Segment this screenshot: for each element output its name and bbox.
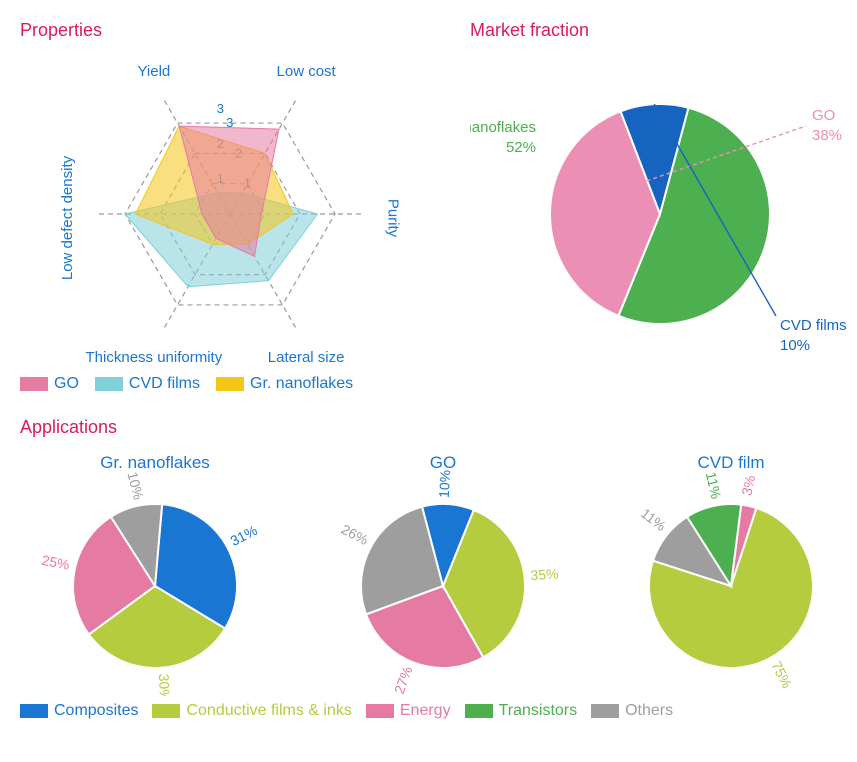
- legend-label: Conductive films & inks: [186, 702, 351, 720]
- app-legend-item: Conductive films & inks: [152, 702, 351, 720]
- legend-label: Energy: [400, 702, 451, 720]
- legend-swatch: [152, 704, 180, 718]
- svg-text:52%: 52%: [506, 139, 536, 156]
- svg-text:10%: 10%: [780, 337, 810, 354]
- app-pie-gr-nanoflakes: Gr. nanoflakes 31% 30% 25% 10%: [20, 446, 290, 696]
- legend-swatch: [20, 704, 48, 718]
- svg-text:75%: 75%: [768, 658, 795, 690]
- legend-swatch: [465, 704, 493, 718]
- market-title: Market fraction: [470, 20, 857, 41]
- legend-label: CVD films: [129, 375, 200, 393]
- legend-swatch: [20, 377, 48, 391]
- radar-panel: Properties 123123YieldLow costPurityLate…: [20, 20, 440, 393]
- svg-text:27%: 27%: [391, 664, 416, 696]
- app-legend-item: Others: [591, 702, 673, 720]
- legend-label: Transistors: [499, 702, 578, 720]
- applications-legend: Composites Conductive films & inks Energy T…: [20, 702, 837, 720]
- svg-text:25%: 25%: [40, 552, 71, 573]
- app-pie-svg: Gr. nanoflakes 31% 30% 25% 10%: [20, 446, 290, 696]
- app-pie-go: GO 35% 27% 26% 10%: [308, 446, 578, 696]
- svg-text:11%: 11%: [638, 505, 669, 534]
- svg-text:3%: 3%: [738, 474, 758, 497]
- svg-text:10%: 10%: [436, 469, 454, 498]
- svg-text:38%: 38%: [812, 127, 842, 144]
- legend-label: Composites: [54, 702, 138, 720]
- legend-swatch: [216, 377, 244, 391]
- svg-text:30%: 30%: [156, 673, 173, 696]
- radar-legend-item: GO: [20, 375, 79, 393]
- radar-legend-item: CVD films: [95, 375, 200, 393]
- svg-text:31%: 31%: [228, 522, 260, 549]
- applications-row: Gr. nanoflakes31%30%25%10%GO35%27%26%10%…: [20, 446, 837, 696]
- svg-text:10%: 10%: [125, 470, 147, 501]
- legend-swatch: [95, 377, 123, 391]
- applications-title: Applications: [20, 417, 837, 438]
- top-row: Properties 123123YieldLow costPurityLate…: [20, 20, 837, 393]
- svg-text:CVD films: CVD films: [780, 317, 847, 334]
- svg-text:3: 3: [217, 101, 224, 116]
- market-pie: Gr. nanoflakes 52% GO 38% CVD films 10%: [470, 49, 857, 359]
- radar-legend: GO CVD films Gr. nanoflakes: [20, 375, 440, 393]
- legend-label: GO: [54, 375, 79, 393]
- properties-title: Properties: [20, 20, 440, 41]
- svg-text:Yield: Yield: [137, 63, 170, 80]
- radar-legend-item: Gr. nanoflakes: [216, 375, 353, 393]
- legend-swatch: [591, 704, 619, 718]
- app-legend-item: Energy: [366, 702, 451, 720]
- svg-text:Low defect density: Low defect density: [59, 155, 76, 280]
- app-legend-item: Transistors: [465, 702, 578, 720]
- market-panel: Market fraction Gr. nanoflakes 52% GO 38% CV…: [470, 20, 857, 393]
- applications-panel: Applications Gr. nanoflakes31%30%25%10%G…: [20, 417, 837, 720]
- app-pie-svg: GO 35% 27% 26% 10%: [308, 446, 578, 696]
- svg-text:Thickness uniformity: Thickness uniformity: [86, 349, 223, 366]
- svg-text:Lateral size: Lateral size: [268, 349, 345, 366]
- svg-text:GO: GO: [812, 107, 835, 124]
- app-pie-cvd-film: CVD film 75% 11% 11% 3%: [596, 446, 857, 696]
- legend-label: Gr. nanoflakes: [250, 375, 353, 393]
- radar-chart: 123123YieldLow costPurityLateral sizeThi…: [20, 49, 440, 369]
- svg-text:CVD film: CVD film: [697, 453, 764, 472]
- legend-label: Others: [625, 702, 673, 720]
- svg-text:35%: 35%: [530, 566, 559, 584]
- svg-text:Purity: Purity: [384, 199, 401, 238]
- app-pie-svg: CVD film 75% 11% 11% 3%: [596, 446, 857, 696]
- svg-text:GO: GO: [430, 453, 456, 472]
- legend-swatch: [366, 704, 394, 718]
- svg-text:Low cost: Low cost: [277, 63, 337, 80]
- svg-text:26%: 26%: [339, 521, 371, 548]
- svg-text:Gr. nanoflakes: Gr. nanoflakes: [470, 119, 536, 136]
- svg-text:Gr. nanoflakes: Gr. nanoflakes: [100, 453, 210, 472]
- app-legend-item: Composites: [20, 702, 138, 720]
- svg-text:11%: 11%: [703, 470, 725, 500]
